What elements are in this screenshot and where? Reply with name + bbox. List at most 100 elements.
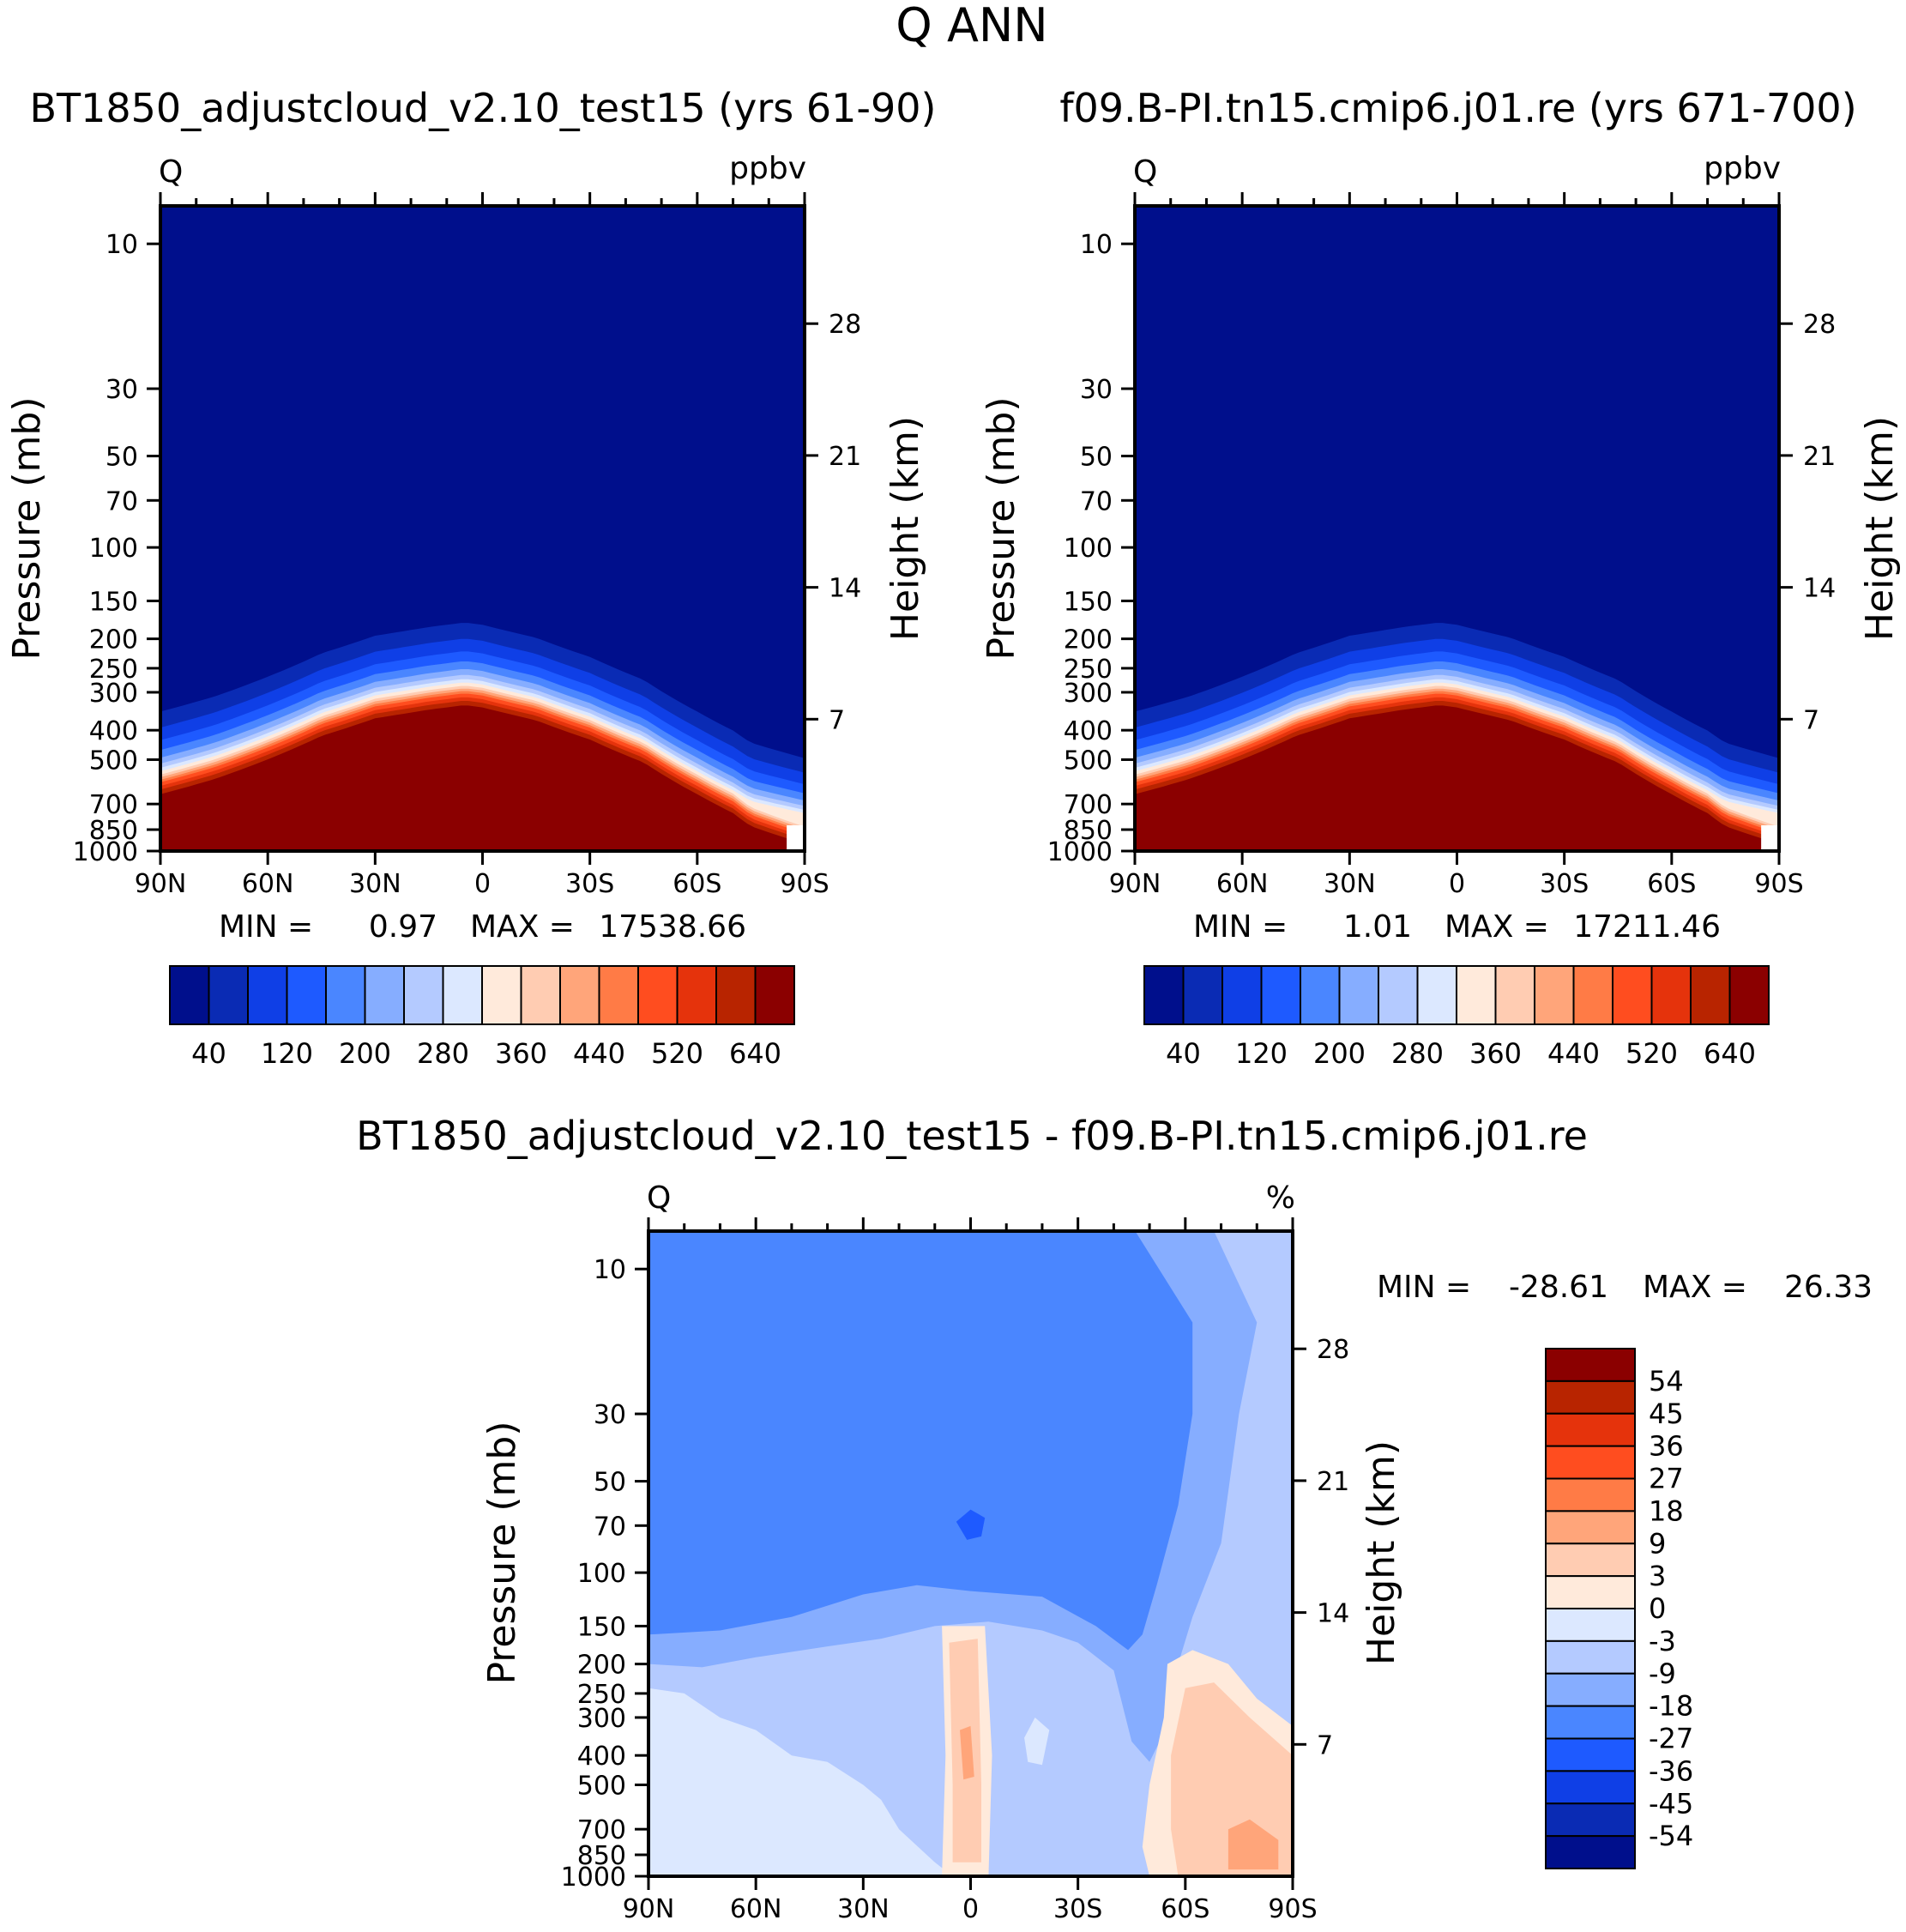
panel-a-min-value: 0.97 <box>369 909 437 945</box>
panel-a-field <box>160 206 805 851</box>
colorbar-label: 40 <box>1166 1037 1201 1070</box>
colorbar-swatch <box>442 965 483 1025</box>
panel-a-ylabel: Pressure (mb) <box>5 397 49 661</box>
colorbar-swatch <box>754 965 795 1025</box>
colorbar-label: 520 <box>651 1037 703 1070</box>
pressure-tick-label: 10 <box>106 230 138 260</box>
colorbar-label: 640 <box>1704 1037 1756 1070</box>
colorbar-swatch <box>598 965 639 1025</box>
colorbar-swatch <box>1545 1608 1636 1642</box>
colorbar-swatch <box>676 965 717 1025</box>
panel-a-max-label: MAX = <box>470 909 575 945</box>
pressure-tick-label: 400 <box>577 1742 626 1772</box>
pressure-tick-label: 400 <box>89 716 138 746</box>
latitude-tick-label: 30N <box>349 869 401 899</box>
height-tick-label: 21 <box>1803 442 1836 472</box>
height-tick-label: 28 <box>1317 1335 1349 1365</box>
pressure-tick-label: 850 <box>1064 816 1113 846</box>
colorbar-label: 200 <box>339 1037 391 1070</box>
panel-c-units-label: % <box>1266 1180 1295 1216</box>
latitude-tick-label: 30N <box>837 1894 890 1924</box>
colorbar-swatch <box>325 965 366 1025</box>
colorbar-label: -36 <box>1649 1754 1693 1787</box>
panel-model-control: f09.B-PI.tn15.cmip6.j01.re (yrs 671-700)… <box>980 85 1902 1070</box>
height-tick-label: 28 <box>829 310 861 340</box>
colorbar-label: 45 <box>1649 1398 1684 1430</box>
latitude-tick-label: 30S <box>565 869 614 899</box>
panel-b-colorbar: 40 120 200 280 360 440 520 640 <box>1143 965 1770 1070</box>
panel-c-variable-label: Q <box>647 1180 671 1216</box>
colorbar-swatch <box>1378 965 1419 1025</box>
field-band-plus9 <box>960 1725 974 1780</box>
colorbar-label: -3 <box>1649 1625 1676 1657</box>
colorbar-label: 18 <box>1649 1494 1684 1527</box>
colorbar-swatch <box>1545 1575 1636 1609</box>
panel-model-test: BT1850_adjustcloud_v2.10_test15 (yrs 61-… <box>5 85 937 1070</box>
colorbar-label: 120 <box>261 1037 313 1070</box>
pressure-tick-label: 150 <box>577 1612 626 1642</box>
colorbar-swatch <box>1260 965 1301 1025</box>
field-band-plus9-south <box>1227 1819 1279 1870</box>
colorbar-label: 27 <box>1649 1463 1684 1495</box>
pressure-tick-label: 70 <box>106 486 138 516</box>
panel-a-colorbar: 40 120 200 280 360 440 520 640 <box>169 965 795 1070</box>
latitude-tick-label: 60S <box>673 869 721 899</box>
panel-b-units-label: ppbv <box>1704 151 1781 186</box>
panel-c-ylabel: Pressure (mb) <box>480 1422 524 1685</box>
colorbar-swatch <box>1545 1705 1636 1740</box>
colorbar-swatch <box>169 965 210 1025</box>
pressure-tick-label: 150 <box>1064 587 1113 617</box>
panel-a-title: BT1850_adjustcloud_v2.10_test15 (yrs 61-… <box>29 85 936 131</box>
panel-b-ylabel: Pressure (mb) <box>980 397 1023 661</box>
pressure-tick-label: 50 <box>594 1468 626 1498</box>
panel-b-axes: 1030507010015020025030040050070085010002… <box>1047 192 1836 899</box>
latitude-tick-label: 90S <box>1268 1894 1317 1924</box>
panel-a-axes: 1030507010015020025030040050070085010002… <box>73 192 861 899</box>
pressure-tick-label: 1000 <box>561 1863 626 1893</box>
colorbar-swatch <box>1650 965 1692 1025</box>
pressure-tick-label: 100 <box>1064 534 1113 564</box>
colorbar-swatch <box>1300 965 1341 1025</box>
height-tick-label: 28 <box>1803 310 1836 340</box>
colorbar-swatch <box>1534 965 1575 1025</box>
colorbar-swatch <box>481 965 522 1025</box>
pressure-tick-label: 700 <box>577 1815 626 1845</box>
panel-c-field <box>648 1231 1293 1876</box>
colorbar-swatch <box>1545 1543 1636 1578</box>
height-tick-label: 21 <box>1317 1467 1349 1497</box>
pressure-tick-label: 1000 <box>1047 837 1113 867</box>
field-band-15 <box>1135 705 1779 851</box>
pressure-tick-label: 200 <box>1064 625 1113 655</box>
pressure-tick-label: 10 <box>594 1255 626 1285</box>
pressure-tick-label: 850 <box>577 1841 626 1871</box>
colorbar-swatch <box>1545 1510 1636 1545</box>
colorbar-label: 360 <box>1469 1037 1522 1070</box>
panel-c-ylabel-right: Height (km) <box>1360 1440 1403 1665</box>
pressure-tick-label: 500 <box>577 1771 626 1801</box>
colorbar-label: 0 <box>1649 1592 1666 1625</box>
panel-b-ylabel-right: Height (km) <box>1858 416 1902 641</box>
field-missing-region <box>787 825 805 851</box>
latitude-tick-label: 60S <box>1161 1894 1209 1924</box>
colorbar-swatch <box>403 965 444 1025</box>
pressure-tick-label: 30 <box>106 375 138 405</box>
latitude-tick-label: 30N <box>1324 869 1376 899</box>
panel-b-max-label: MAX = <box>1445 909 1549 945</box>
colorbar-swatch <box>1572 965 1613 1025</box>
colorbar-swatch <box>1545 1348 1636 1382</box>
panel-a-max-value: 17538.66 <box>599 909 746 945</box>
field-band-zero-patch <box>1024 1718 1050 1766</box>
colorbar-swatch <box>1545 1477 1636 1512</box>
pressure-tick-label: 200 <box>89 625 138 655</box>
latitude-tick-label: 0 <box>474 869 491 899</box>
colorbar-label: 54 <box>1649 1365 1684 1398</box>
latitude-tick-label: 60S <box>1647 869 1696 899</box>
colorbar-swatch <box>520 965 561 1025</box>
latitude-tick-label: 60N <box>242 869 294 899</box>
height-tick-label: 14 <box>829 574 861 604</box>
height-tick-label: 7 <box>1317 1730 1333 1760</box>
panel-c-axes: 1030507010015020025030040050070085010002… <box>561 1217 1349 1924</box>
colorbar-swatch <box>1545 1770 1636 1805</box>
colorbar-label: -45 <box>1649 1787 1693 1820</box>
